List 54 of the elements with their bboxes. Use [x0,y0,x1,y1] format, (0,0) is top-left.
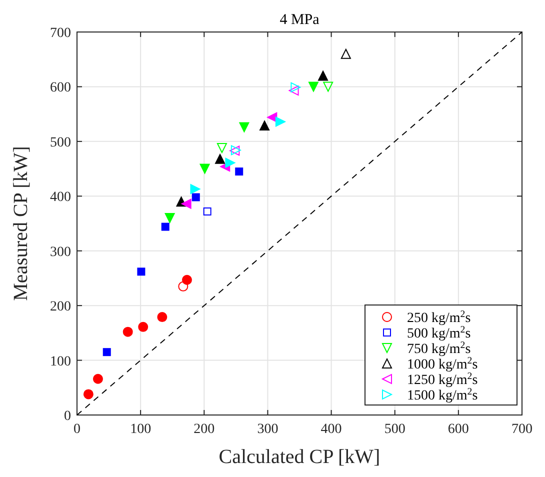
x-tick-label: 100 [130,422,152,437]
point [137,268,146,276]
point [164,213,175,224]
legend-label: 750 kg/m$^{2}$s [407,340,471,357]
point [203,207,212,216]
point [235,168,244,176]
x-tick-label: 400 [320,422,342,437]
y-tick-label: 500 [50,135,71,150]
x-tick-label: 600 [448,422,469,437]
x-tick-label: 300 [257,422,278,437]
point [200,164,210,174]
point [157,312,168,322]
legend-label: 250 kg/m$^{2}$s [407,308,471,326]
chart-title: 4 MPa [280,12,320,28]
y-axis-title: Measured CP [kW] [10,146,32,301]
point [182,274,192,285]
x-tick-label: 200 [194,422,215,437]
y-tick-label: 600 [50,80,71,96]
point [275,116,286,127]
legend-label: 500 kg/m$^{2}$s [407,324,471,342]
y-tick-label: 700 [50,26,71,41]
point [83,389,94,400]
y-tick-label: 400 [50,190,71,206]
point [102,348,111,356]
point [340,48,351,59]
y-tick-label: 200 [50,300,71,315]
y-tick-label: 100 [50,354,71,370]
legend-label: 1250 kg/m$^{2}$s [407,370,478,388]
x-axis-title: Calculated CP [kW] [218,446,380,468]
point [239,122,250,132]
x-tick-label: 700 [512,422,532,437]
point [318,70,328,81]
point [288,86,299,96]
point [92,374,103,384]
point [216,142,227,153]
point [178,281,188,292]
point [225,158,236,168]
point [181,198,192,209]
point [161,222,170,231]
point [290,82,301,92]
x-tick-label: 500 [384,422,406,437]
y-tick-label: 0 [64,409,71,424]
legend-label: 1000 kg/m$^{2}$s [407,355,478,372]
point [190,184,200,194]
point [323,82,334,92]
x-tick-label: 0 [74,422,80,437]
point [308,82,318,92]
point [122,326,133,337]
point [215,154,226,164]
point [138,322,148,332]
point [192,193,200,202]
point [260,120,270,131]
y-tick-label: 300 [50,244,71,260]
legend-label: 1500 kg/m$^{2}$s [407,386,478,404]
